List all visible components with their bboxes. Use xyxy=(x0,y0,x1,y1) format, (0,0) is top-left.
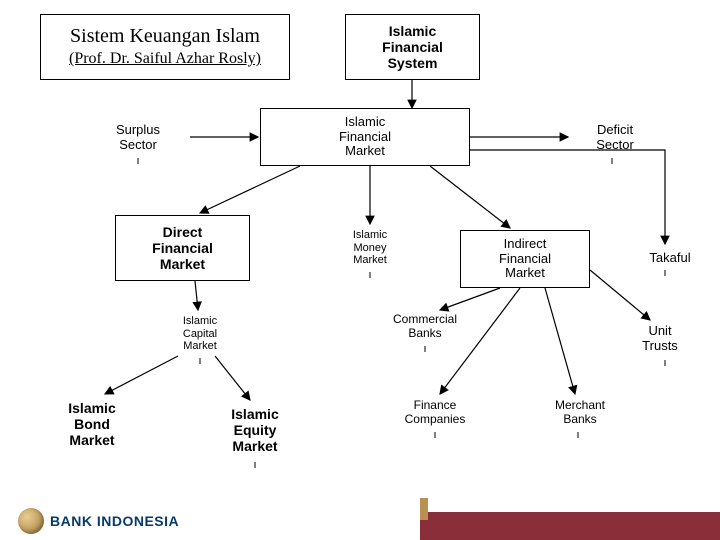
direct-l3: Market xyxy=(160,256,205,272)
imm-l2: Money xyxy=(353,242,386,255)
deficit-l2: Sector xyxy=(596,138,634,153)
footer-gold-tab xyxy=(420,498,428,520)
merch-l1: Merchant xyxy=(555,399,605,413)
comm-l1: Commercial xyxy=(393,313,457,327)
iem-l2: Equity xyxy=(234,422,277,438)
title-box: Sistem Keuangan Islam (Prof. Dr. Saiful … xyxy=(40,14,290,80)
ifs-l3: System xyxy=(388,55,438,71)
ibm-l2: Bond xyxy=(74,416,110,432)
footer: BANK INDONESIA xyxy=(0,498,720,540)
iem-l1: Islamic xyxy=(231,406,278,422)
ifm-l3: Market xyxy=(345,144,385,159)
node-comm: Commercial Banks xyxy=(370,310,480,344)
node-surplus: Surplus Sector xyxy=(88,118,188,158)
ifm-l2: Financial xyxy=(339,130,391,145)
ibm-l1: Islamic xyxy=(68,400,115,416)
node-iem: Islamic Equity Market xyxy=(205,402,305,458)
direct-l1: Direct xyxy=(163,224,203,240)
node-fin: Finance Companies xyxy=(380,396,490,430)
unit-l2: Trusts xyxy=(642,339,678,354)
fin-l2: Companies xyxy=(405,413,466,427)
node-takaful: Takaful xyxy=(630,246,710,270)
ifs-l1: Islamic xyxy=(389,23,436,39)
indirect-l3: Market xyxy=(505,266,545,281)
edges xyxy=(0,0,720,540)
ifm-l1: Islamic xyxy=(345,115,385,130)
node-imm: Islamic Money Market xyxy=(330,226,410,270)
unit-l1: Unit xyxy=(648,324,671,339)
takaful-l1: Takaful xyxy=(649,251,690,266)
brand-text: BANK INDONESIA xyxy=(50,513,179,529)
brand-coin-icon xyxy=(18,508,44,534)
imm-l3: Market xyxy=(353,254,387,267)
icm-l2: Capital xyxy=(183,328,217,341)
surplus-l1: Surplus xyxy=(116,123,160,138)
node-merch: Merchant Banks xyxy=(530,396,630,430)
deficit-l1: Deficit xyxy=(597,123,633,138)
node-icm: Islamic Capital Market xyxy=(160,312,240,356)
fin-l1: Finance xyxy=(414,399,457,413)
node-ifm: Islamic Financial Market xyxy=(260,108,470,166)
direct-l2: Financial xyxy=(152,240,213,256)
indirect-l2: Financial xyxy=(499,252,551,267)
merch-l2: Banks xyxy=(563,413,596,427)
node-indirect: Indirect Financial Market xyxy=(460,230,590,288)
node-direct: Direct Financial Market xyxy=(115,215,250,281)
indirect-l1: Indirect xyxy=(504,237,547,252)
node-deficit: Deficit Sector xyxy=(570,118,660,158)
node-ifs: Islamic Financial System xyxy=(345,14,480,80)
iem-l3: Market xyxy=(232,438,277,454)
imm-l1: Islamic xyxy=(353,229,387,242)
ibm-l3: Market xyxy=(69,432,114,448)
node-ibm: Islamic Bond Market xyxy=(42,396,142,452)
title-sub: (Prof. Dr. Saiful Azhar Rosly) xyxy=(69,50,261,68)
node-unit: Unit Trusts xyxy=(620,322,700,356)
ifs-l2: Financial xyxy=(382,39,443,55)
brand-logo: BANK INDONESIA xyxy=(18,508,179,534)
comm-l2: Banks xyxy=(408,327,441,341)
footer-accent-bar xyxy=(420,512,720,540)
surplus-l2: Sector xyxy=(119,138,157,153)
title-main: Sistem Keuangan Islam xyxy=(70,25,260,48)
icm-l1: Islamic xyxy=(183,315,217,328)
icm-l3: Market xyxy=(183,340,217,353)
